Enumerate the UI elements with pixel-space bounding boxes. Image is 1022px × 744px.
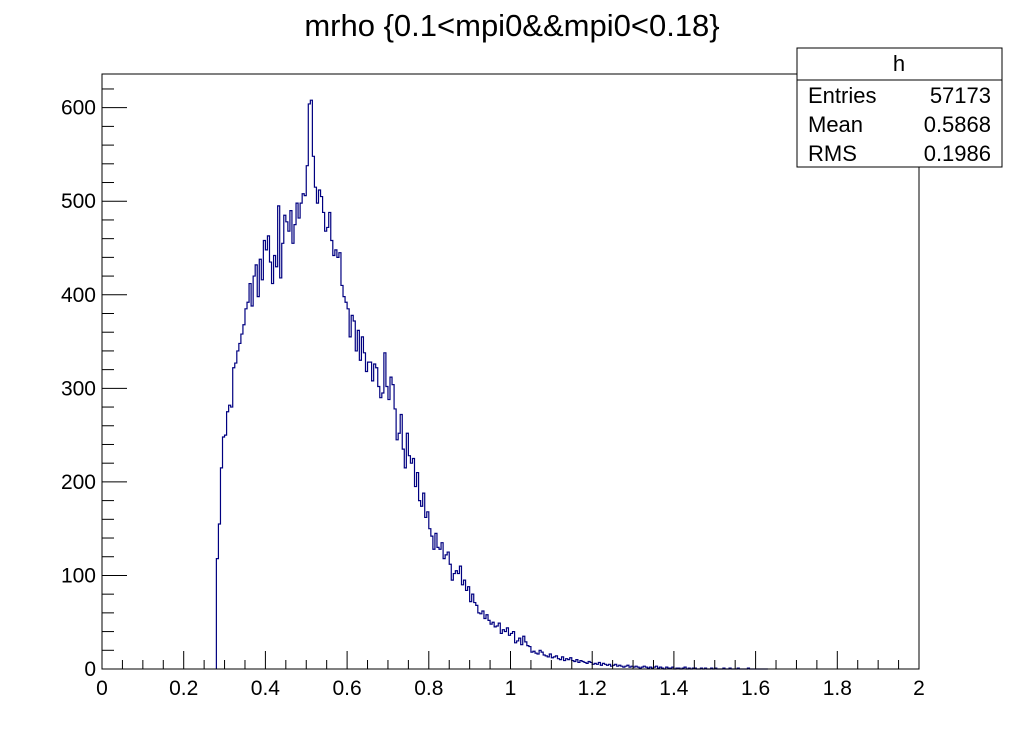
- x-tick-label: 1.2: [578, 677, 607, 700]
- x-tick-label: 1.8: [823, 677, 852, 700]
- x-tick-label: 2: [913, 677, 925, 700]
- stats-entries-label: Entries: [808, 83, 876, 108]
- stats-entries-value: 57173: [930, 83, 991, 108]
- axes: 0 0.2 0.4 0.6 0.8 1 1.2 1.4 1.6 1.8 2 0 100 200 300 400…: [61, 73, 925, 700]
- x-tick-label: 0: [96, 677, 108, 700]
- y-tick-label: 0: [84, 658, 96, 681]
- y-tick-label: 100: [61, 564, 96, 587]
- x-tick-label: 0.4: [251, 677, 281, 700]
- stats-rms-value: 0.1986: [924, 141, 991, 166]
- x-tick-label: 0.2: [169, 677, 198, 700]
- x-tick-label: 0.8: [414, 677, 443, 700]
- y-tick-label: 400: [61, 284, 96, 307]
- histogram-series-line: [215, 99, 768, 670]
- x-tick-label: 1: [505, 677, 517, 700]
- stats-mean-value: 0.5868: [924, 112, 991, 137]
- stats-mean-label: Mean: [808, 112, 863, 137]
- chart-title: mrho {0.1<mpi0&&mpi0<0.18}: [304, 8, 719, 43]
- y-tick-label: 300: [61, 377, 96, 400]
- x-tick-label: 1.4: [659, 677, 689, 700]
- x-tick-label: 0.6: [332, 677, 361, 700]
- x-tick-label: 1.6: [741, 677, 770, 700]
- histogram-plot-area: [215, 99, 768, 670]
- stats-rms-label: RMS: [808, 141, 857, 166]
- stats-box-name: h: [893, 51, 905, 76]
- y-tick-label: 200: [61, 471, 96, 494]
- stats-box-frame: [796, 47, 1003, 168]
- y-tick-label: 600: [61, 97, 96, 120]
- y-tick-label: 500: [61, 190, 96, 213]
- stats-box: h Entries 57173 Mean 0.5868 RMS 0.1986: [796, 47, 1003, 168]
